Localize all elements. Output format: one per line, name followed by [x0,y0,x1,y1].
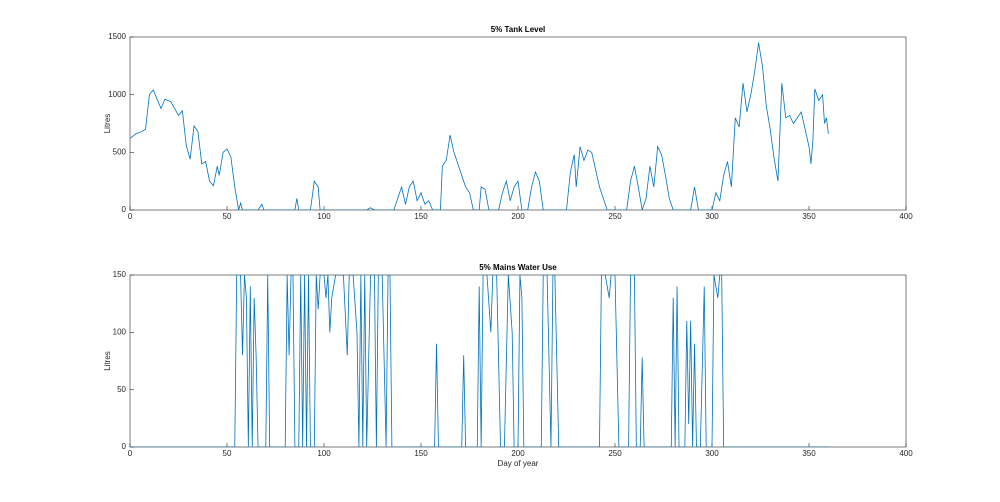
y-tick-label: 0 [122,205,127,214]
x-tick-label: 350 [802,212,816,221]
x-tick-label: 300 [705,212,719,221]
y-tick-label: 150 [113,270,127,279]
x-tick-label: 150 [414,212,428,221]
y-tick-label: 50 [117,385,126,394]
x-tick-label: 100 [317,449,331,458]
x-tick-label: 150 [414,449,428,458]
x-tick-label: 400 [899,449,913,458]
chart-title: 5% Tank Level [491,25,546,34]
y-tick-label: 1000 [108,90,126,99]
x-tick-label: 250 [608,449,622,458]
y-tick-label: 1500 [108,32,126,41]
x-tick-label: 50 [223,449,232,458]
y-tick-label: 0 [122,442,127,451]
x-tick-label: 50 [223,212,232,221]
x-tick-label: 400 [899,212,913,221]
data-line [130,275,829,447]
y-axis-label: Litres [103,114,112,134]
x-tick-label: 200 [511,449,525,458]
data-line [130,42,829,210]
x-axis-label: Day of year [498,459,539,468]
chart-title: 5% Mains Water Use [479,263,557,272]
x-tick-label: 100 [317,212,331,221]
x-tick-label: 0 [128,449,133,458]
y-axis-label: Litres [103,351,112,371]
x-tick-label: 250 [608,212,622,221]
x-tick-label: 350 [802,449,816,458]
x-tick-label: 300 [705,449,719,458]
x-tick-label: 200 [511,212,525,221]
x-tick-label: 0 [128,212,133,221]
y-tick-label: 500 [113,147,127,156]
y-tick-label: 100 [113,327,127,336]
